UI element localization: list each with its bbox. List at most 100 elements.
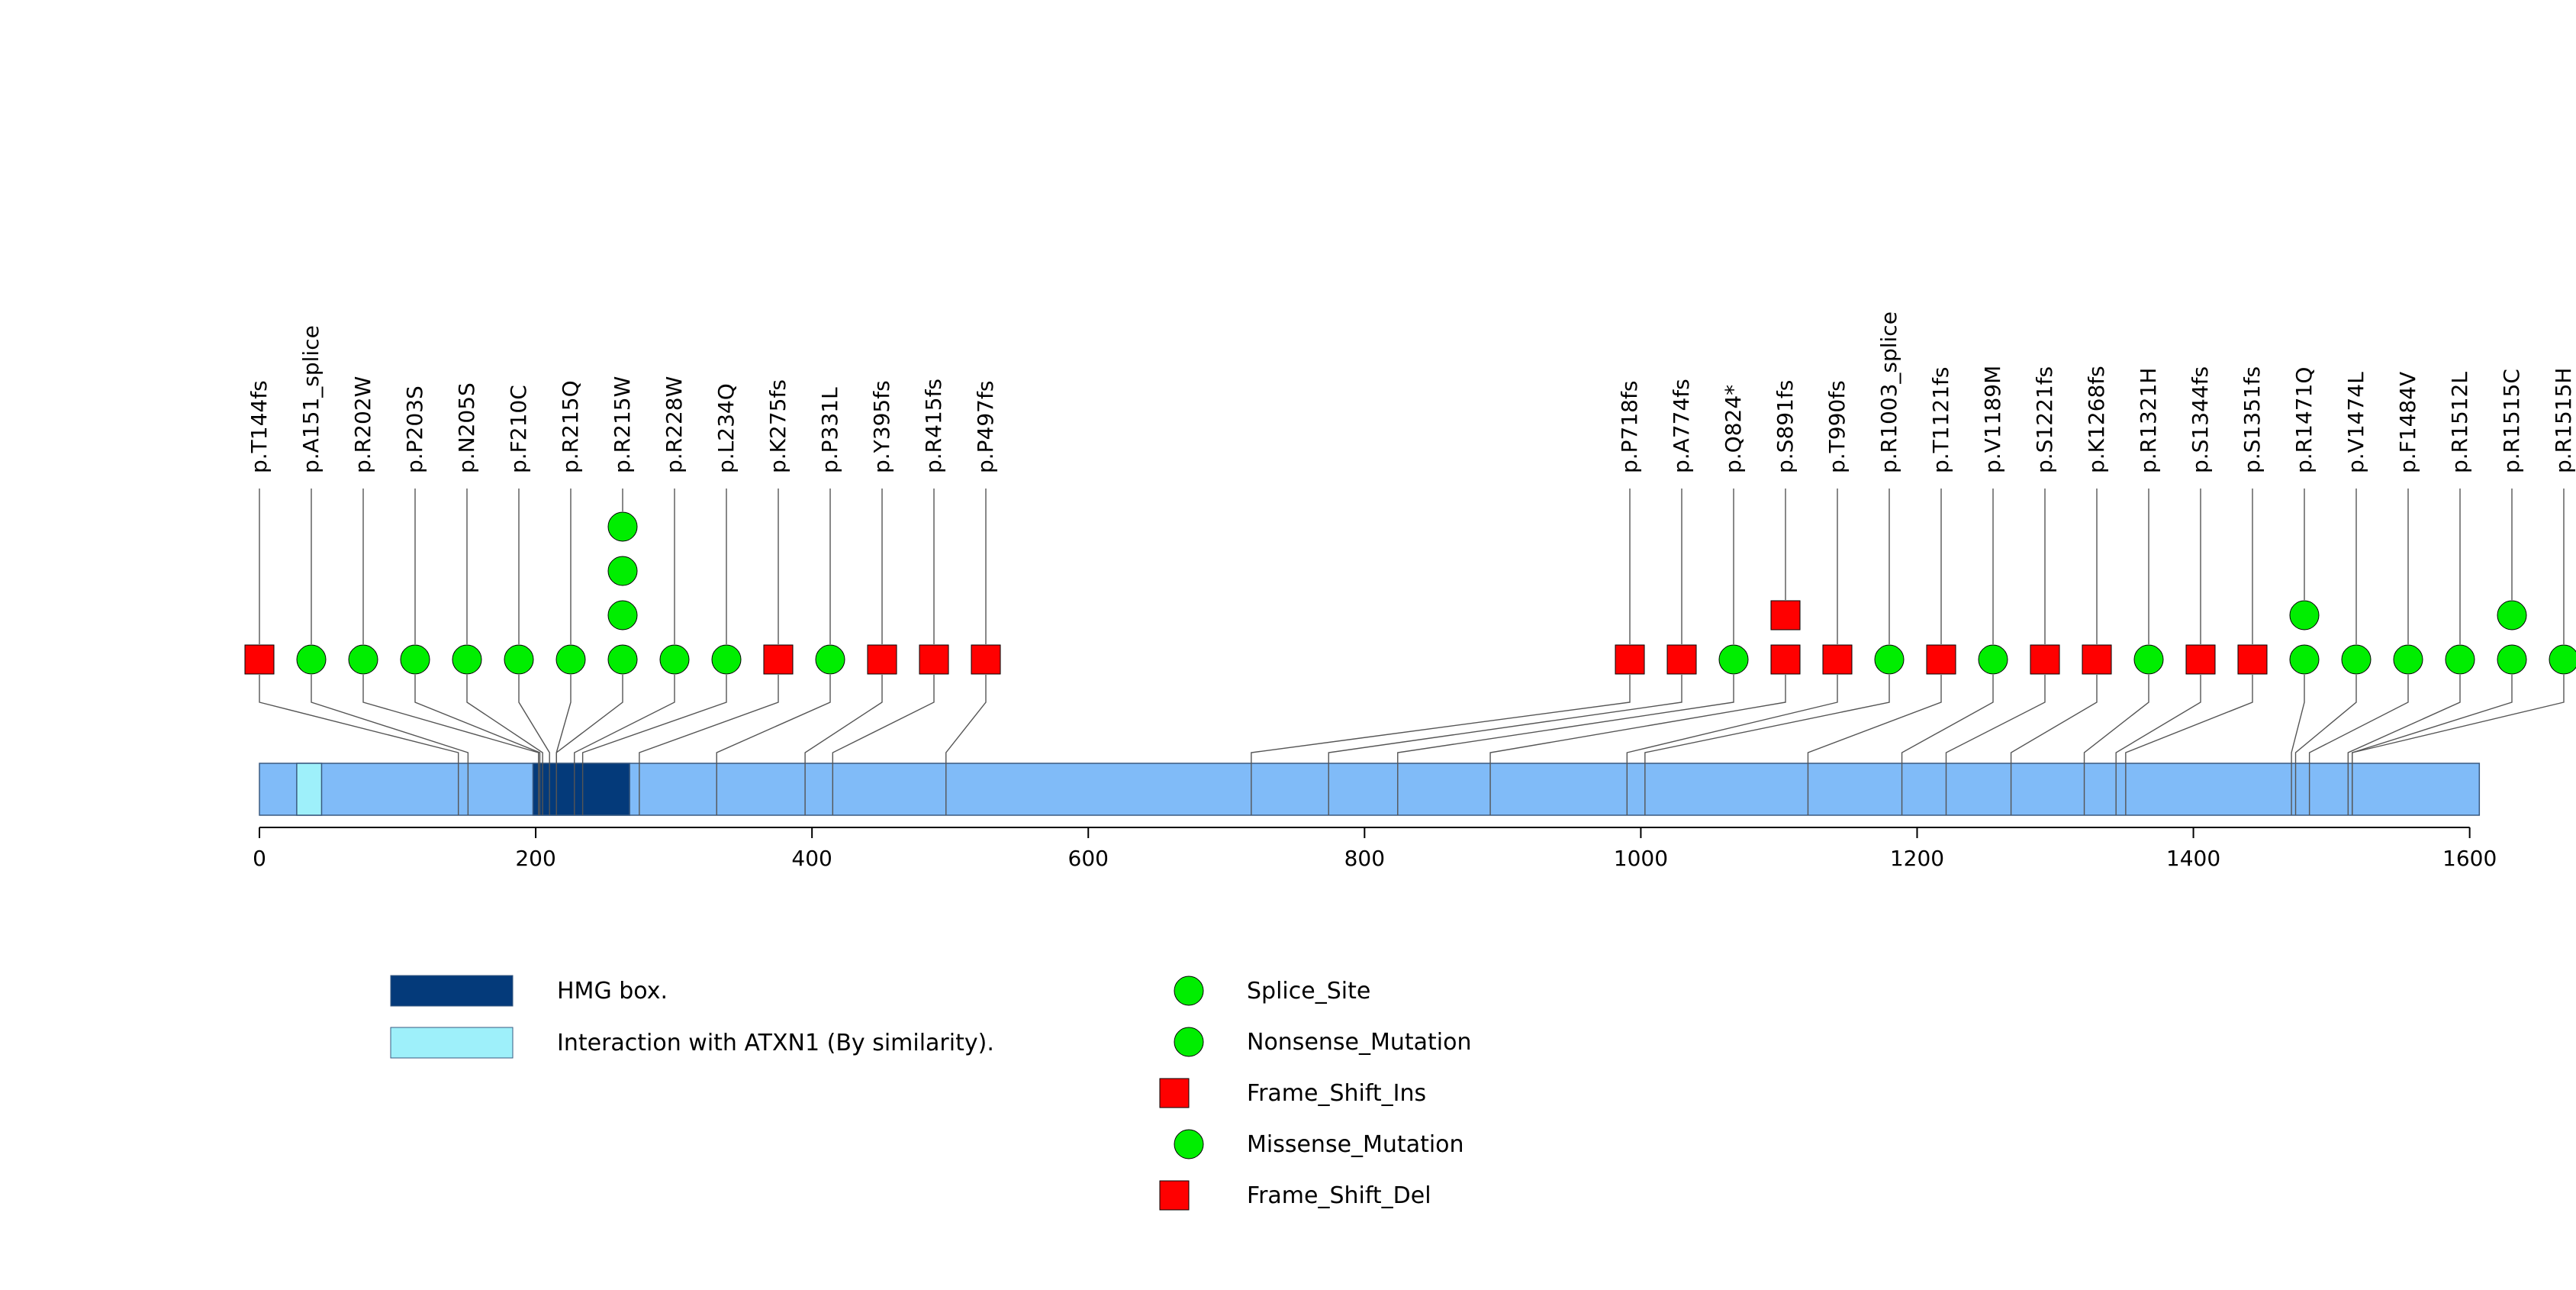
mark-p-a774fs-0: [1666, 644, 1697, 675]
mark-p-p497fs-0: [971, 644, 1001, 675]
label-p-p718fs: p.P718fs: [1617, 381, 1642, 473]
connector-p-k1268fs: [2010, 675, 2098, 763]
mark-p-f210c-0: [504, 644, 534, 675]
connector-p-r1512l: [2347, 675, 2461, 763]
mark-p-r1003-splice-0: [1874, 644, 1905, 675]
legend-label-splice-site: Splice_Site: [1247, 978, 1370, 1005]
legend-label-frame-shift-ins: Frame_Shift_Ins: [1247, 1080, 1426, 1107]
connector-p-t990fs: [1626, 675, 1838, 763]
label-p-r202w: p.R202W: [350, 376, 375, 473]
mark-p-t1121fs-0: [1926, 644, 1956, 675]
x-tick-label-0: 0: [253, 846, 266, 871]
label-p-s1351fs: p.S1351fs: [2240, 366, 2265, 473]
x-tick-label-800: 800: [1344, 846, 1385, 871]
connector-p-q824: [1397, 675, 1734, 763]
legend-label-missense-mutation: Missense_Mutation: [1247, 1131, 1464, 1158]
connector-p-s1351fs: [2125, 675, 2253, 763]
connector-p-r415fs: [832, 675, 935, 763]
mark-p-t144fs-0: [244, 644, 275, 675]
mark-p-s1344fs-0: [2185, 644, 2216, 675]
mark-p-t990fs-0: [1822, 644, 1853, 675]
legend-icon-missense-mutation: [1174, 1129, 1204, 1159]
connector-p-r1471q: [2291, 675, 2305, 763]
mark-p-r215q-0: [555, 644, 586, 675]
label-p-a151-splice: p.A151_splice: [298, 325, 324, 473]
connector-p-s1344fs: [2115, 675, 2201, 763]
label-p-t144fs: p.T144fs: [246, 380, 272, 473]
mark-p-r1515h-0: [2549, 644, 2576, 675]
label-p-v1189m: p.V1189M: [1980, 366, 2005, 473]
label-p-s1221fs: p.S1221fs: [2032, 366, 2057, 473]
mark-p-p331l-0: [815, 644, 845, 675]
connector-p-r1321h: [2083, 675, 2149, 763]
label-p-r228w: p.R228W: [662, 376, 687, 473]
x-tick-label-600: 600: [1068, 846, 1109, 871]
mark-p-y395fs-0: [867, 644, 897, 675]
label-p-f210c: p.F210C: [506, 385, 531, 473]
label-p-a774fs: p.A774fs: [1669, 379, 1694, 473]
label-p-r1515h: p.R1515H: [2551, 368, 2576, 473]
connector-p-l234q: [581, 675, 727, 763]
connector-p-p203s: [414, 675, 541, 763]
connector-p-a774fs: [1328, 675, 1682, 763]
mark-p-r215w-2: [607, 556, 638, 586]
label-p-t990fs: p.T990fs: [1824, 380, 1850, 473]
mark-p-f1484v-0: [2393, 644, 2423, 675]
domain-hmg-box: [532, 763, 630, 816]
connector-p-p497fs: [945, 675, 987, 763]
label-p-r415fs: p.R415fs: [921, 379, 946, 473]
connector-p-v1189m: [1901, 675, 1994, 763]
connector-p-n205s: [466, 675, 543, 763]
mutation-label-layer: p.T144fs p.A151_splice p.R202W p.P203S p.N20…: [246, 311, 2576, 473]
domain-interaction-with-atxn1-by-similarity: [296, 763, 323, 816]
mark-p-k275fs-0: [763, 644, 794, 675]
label-p-t1121fs: p.T1121fs: [1928, 367, 1953, 473]
mark-p-r215w-0: [607, 644, 638, 675]
connector-p-r202w: [362, 675, 539, 763]
label-p-r1512l: p.R1512L: [2447, 372, 2472, 473]
mark-p-r1471q-1: [2289, 600, 2320, 630]
mark-p-v1189m-0: [1978, 644, 2008, 675]
connector-layer: [259, 675, 2565, 815]
label-p-r1321h: p.R1321H: [2136, 368, 2161, 473]
mark-p-p718fs-0: [1615, 644, 1645, 675]
x-tick-label-200: 200: [515, 846, 555, 871]
connector-p-s891fs: [1489, 675, 1786, 763]
legend-icon-splice-site: [1174, 976, 1204, 1006]
label-p-v1474l: p.V1474L: [2343, 372, 2368, 473]
mutation-mark-layer: [244, 511, 2576, 675]
x-axis: 0 200 400 600 800 1000 1200 1400 1600: [253, 827, 2497, 871]
mark-p-r215w-3: [607, 511, 638, 542]
label-p-n205s: p.N205S: [454, 382, 479, 473]
connector-p-k275fs: [639, 675, 779, 763]
x-tick-label-1600: 1600: [2442, 846, 2497, 871]
label-p-y395fs: p.Y395fs: [869, 380, 894, 473]
stem-layer: [259, 489, 2565, 644]
connector-p-r1515h: [2352, 675, 2565, 763]
mark-p-r415fs-0: [919, 644, 949, 675]
connector-p-p718fs: [1251, 675, 1631, 763]
mark-p-p203s-0: [400, 644, 430, 675]
connector-p-s1221fs: [1945, 675, 2046, 763]
label-p-q824: p.Q824*: [1721, 385, 1746, 473]
connector-p-a151-splice: [311, 675, 469, 763]
label-p-s1344fs: p.S1344fs: [2188, 366, 2213, 473]
legend-icon-frame-shift-ins: [1159, 1078, 1190, 1108]
protein-backbone-layer: [259, 763, 2481, 816]
connector-p-y395fs: [804, 675, 883, 763]
mark-p-s891fs-1: [1770, 600, 1801, 630]
mark-p-r215w-1: [607, 600, 638, 630]
label-p-l234q: p.L234Q: [713, 383, 739, 473]
x-tick-label-1000: 1000: [1614, 846, 1668, 871]
label-p-r1471q: p.R1471Q: [2291, 367, 2317, 473]
label-p-k1268fs: p.K1268fs: [2084, 366, 2109, 473]
label-p-r215w: p.R215W: [610, 376, 635, 473]
mark-p-n205s-0: [452, 644, 482, 675]
legend-icon-frame-shift-del: [1159, 1180, 1190, 1211]
connector-p-r215w: [555, 675, 623, 763]
connector-p-r215q: [555, 675, 572, 763]
legend-label-nonsense-mutation: Nonsense_Mutation: [1247, 1029, 1472, 1056]
connector-p-r228w: [574, 675, 675, 763]
mark-p-v1474l-0: [2341, 644, 2372, 675]
